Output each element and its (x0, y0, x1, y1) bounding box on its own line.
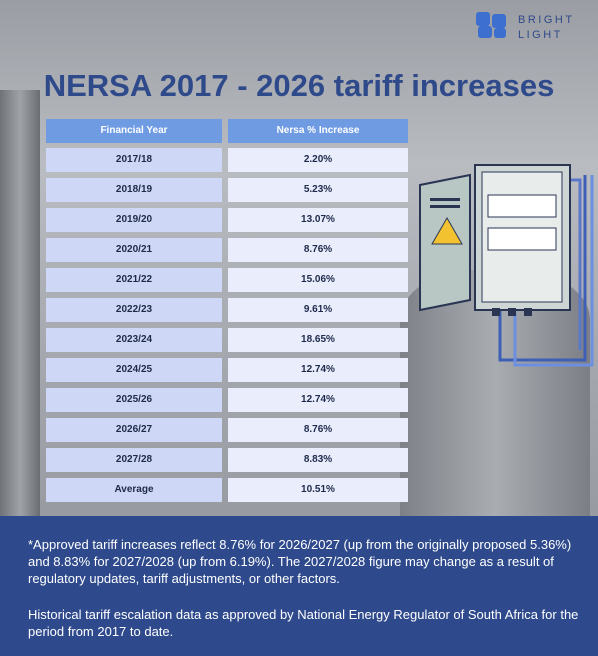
logo-icon (476, 12, 506, 38)
note: Historical tariff escalation data as app… (28, 607, 579, 639)
table-cell: 2019/20 (46, 208, 222, 232)
table-cell: 12.74% (228, 388, 408, 412)
table-cell: 8.76% (228, 418, 408, 442)
header-cell: Nersa % Increase (228, 119, 408, 143)
table-cell: 5.23% (228, 178, 408, 202)
electric-box (419, 164, 594, 367)
table-cell: 2025/26 (46, 388, 222, 412)
chimney (0, 90, 40, 520)
table-cell: 8.76% (228, 238, 408, 262)
table-cell: 2020/21 (46, 238, 222, 262)
note: *Approved tariff increases reflect 8.76%… (28, 537, 572, 586)
table-cell: 2026/27 (46, 418, 222, 442)
table-cell: 8.83% (228, 448, 408, 472)
table-cell: 2.20% (228, 148, 408, 172)
table-cell: 13.07% (228, 208, 408, 232)
table-cell: Average (46, 478, 222, 502)
table-cell: 2018/19 (46, 178, 222, 202)
title: NERSA 2017 - 2026 tariff increases (43, 68, 555, 103)
table-cell: 2021/22 (46, 268, 222, 292)
header-cell: Financial Year (46, 119, 222, 143)
table-cell: 9.61% (228, 298, 408, 322)
table-cell: 12.74% (228, 358, 408, 382)
table-cell: 2017/18 (46, 148, 222, 172)
table-cell: 18.65% (228, 328, 408, 352)
table-cell: 10.51% (228, 478, 408, 502)
table-cell: 2023/24 (46, 328, 222, 352)
table-cell: 2022/23 (46, 298, 222, 322)
table-cell: 15.06% (228, 268, 408, 292)
logo-text: BRIGHT (518, 14, 575, 26)
table-cell: 2027/28 (46, 448, 222, 472)
notes-panel: *Approved tariff increases reflect 8.76%… (0, 516, 598, 656)
logo-text: LIGHT (518, 29, 563, 41)
table-cell: 2024/25 (46, 358, 222, 382)
